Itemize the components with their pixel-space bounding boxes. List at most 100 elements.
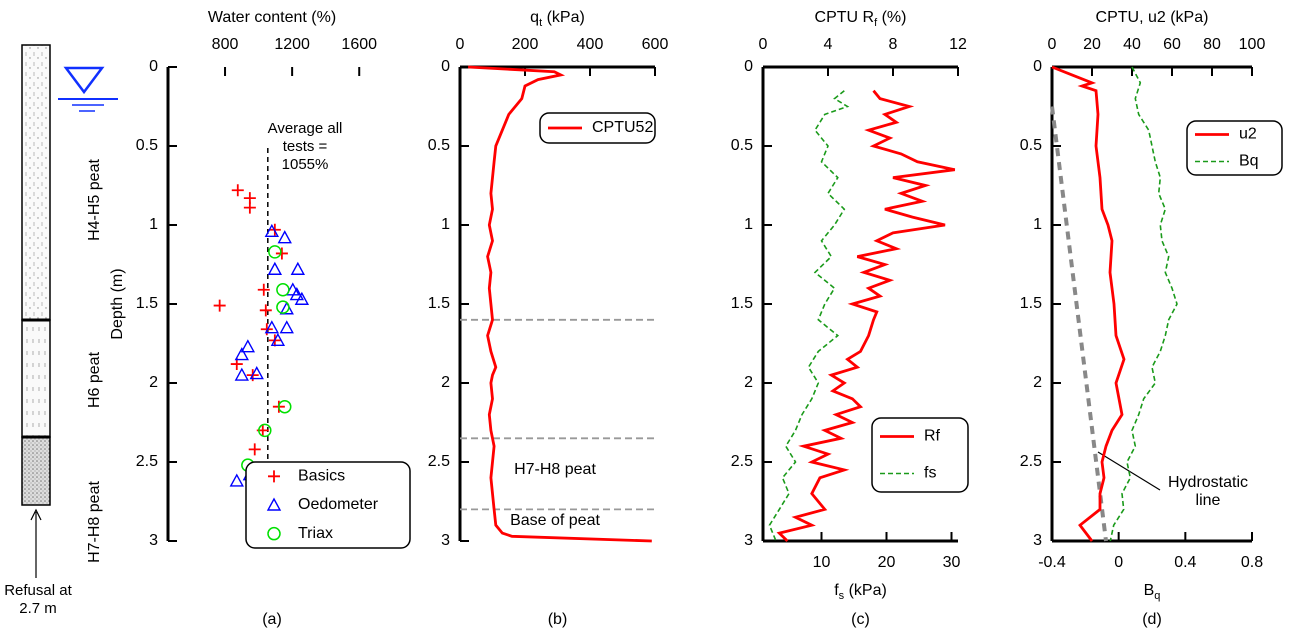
y-axis-title: Depth (m) [109, 268, 126, 339]
y-tick-label: 0 [149, 58, 158, 75]
x-axis-title-part: f [874, 17, 878, 29]
marker-circle [268, 245, 282, 259]
x-tick-label: 200 [512, 36, 539, 53]
y-tick-label: 1.5 [136, 295, 158, 312]
marker-triangle [249, 366, 264, 380]
legend-label: Basics [298, 468, 345, 485]
marker-triangle [279, 320, 294, 334]
legend-label: Rf [924, 428, 941, 445]
marker-triangle [266, 497, 282, 511]
marker-plus [268, 470, 280, 483]
marker-plus [213, 299, 226, 312]
marker-plus [231, 184, 244, 197]
y-tick-label: 1.5 [428, 295, 450, 312]
legend-label: fs [924, 465, 936, 482]
y-tick-label: 1 [744, 216, 753, 233]
x2-axis-title-part: (kPa) [844, 582, 887, 599]
y-tick-label: 3 [1033, 532, 1042, 549]
marker-triangle [264, 320, 280, 334]
x2-tick-label: 0.8 [1241, 554, 1263, 571]
legend-box [1186, 120, 1283, 176]
marker-plus [257, 283, 270, 296]
y-tick-label: 2 [1033, 374, 1042, 391]
y-tick-label: 2.5 [1020, 453, 1042, 470]
y-tick-label: 3 [744, 532, 753, 549]
x-tick-label: 0 [759, 36, 768, 53]
x-tick-label: 600 [642, 36, 669, 53]
x-tick-label: 800 [212, 36, 239, 53]
caption: (c) [851, 611, 870, 628]
y-tick-label: 1.5 [1020, 295, 1042, 312]
x2-tick-label: 10 [813, 554, 831, 571]
x-tick-label: 20 [1083, 36, 1101, 53]
soil-column: H4-H5 peat H6 peat H7-H8 peat [21, 44, 118, 578]
legend-label: Bq [1239, 153, 1259, 170]
hydrostatic-label: Hydrostatic line [1167, 474, 1249, 509]
legend-box [539, 112, 656, 144]
marker-circle [276, 283, 290, 297]
legend-label: CPTU52 [592, 119, 653, 136]
y-tick-label: 2.5 [136, 453, 158, 470]
legend-box [871, 417, 969, 493]
y-tick-label: 1 [1033, 216, 1042, 233]
y-tick-label: 2.5 [731, 453, 753, 470]
arrow-head [30, 508, 42, 521]
x-tick-label: 80 [1203, 36, 1221, 53]
series-line [1051, 65, 1126, 542]
y-tick-label: 0 [1033, 58, 1042, 75]
y-tick-label: 0.5 [136, 137, 158, 154]
y-tick-label: 2.5 [428, 453, 450, 470]
x2-axis-title-part: q [1154, 590, 1160, 602]
legend-box [245, 461, 411, 549]
marker-plus [275, 247, 288, 260]
y-tick-label: 0 [441, 58, 450, 75]
marker-circle [277, 399, 292, 414]
marker-triangle [267, 261, 283, 275]
marker-circle [276, 300, 290, 314]
x-axis-title-part: CPTU R [815, 9, 875, 26]
x2-axis-title-part: f [834, 582, 839, 599]
layer-label: H6 peat [86, 351, 103, 408]
marker-triangle [240, 339, 256, 353]
y-tick-label: 0.5 [731, 137, 753, 154]
x-axis-title: CPTU, u2 (kPa) [1096, 9, 1209, 26]
annotation: Base of peat [510, 512, 600, 529]
marker-plus [259, 304, 272, 317]
marker-triangle [264, 223, 280, 238]
refusal-note: Refusal at 2.7 m [4, 582, 72, 617]
marker-triangle [234, 367, 249, 381]
marker-triangle [229, 473, 244, 487]
y-tick-label: 2 [441, 374, 450, 391]
x-tick-label: 12 [949, 36, 967, 53]
layer [21, 436, 51, 506]
y-tick-label: 0 [744, 58, 753, 75]
marker-triangle [270, 332, 286, 347]
annotation: H7-H8 peat [514, 461, 596, 478]
x-tick-label: 100 [1239, 36, 1266, 53]
caption: (a) [262, 611, 282, 628]
marker-triangle [289, 287, 305, 301]
layer-label: H7-H8 peat [86, 481, 103, 563]
x-axis-title-part: q [530, 9, 539, 26]
layer-label: H4-H5 peat [86, 159, 103, 241]
series-line [768, 90, 850, 542]
average-label: Average all tests = 1055% [267, 120, 343, 173]
marker-triangle [279, 301, 294, 315]
legend-label: u2 [1239, 126, 1257, 143]
x-axis-title-part: (kPa) [542, 9, 585, 26]
y-tick-label: 2 [149, 374, 158, 391]
series-line [776, 89, 956, 543]
x2-axis-title: Bq [1144, 582, 1161, 602]
y-tick-label: 1 [441, 216, 450, 233]
x-axis-title: qt (kPa) [530, 9, 585, 29]
caption: (b) [548, 611, 568, 628]
marker-plus [248, 443, 261, 456]
y-tick-label: 3 [149, 532, 158, 549]
x2-tick-label: 20 [878, 554, 896, 571]
y-tick-label: 3 [441, 532, 450, 549]
x-tick-label: 4 [824, 36, 833, 53]
x-tick-label: 0 [1048, 36, 1057, 53]
y-tick-label: 0.5 [428, 137, 450, 154]
